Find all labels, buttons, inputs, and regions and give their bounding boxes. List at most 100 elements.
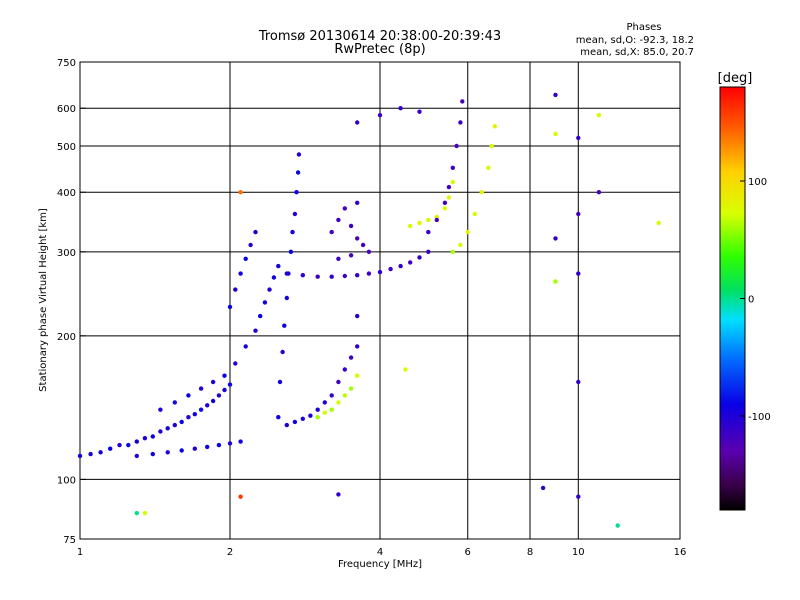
y-tick-label: 600 — [57, 104, 76, 115]
data-point — [222, 373, 227, 378]
data-point — [489, 143, 494, 149]
data-point — [248, 242, 253, 248]
x-tick-label: 1 — [77, 547, 83, 558]
data-point — [553, 279, 558, 284]
data-point — [329, 393, 334, 398]
x-tick-label: 8 — [527, 547, 533, 558]
data-point — [460, 99, 465, 104]
data-point — [77, 453, 83, 459]
data-point — [300, 273, 305, 278]
data-point — [336, 492, 341, 497]
data-point — [576, 494, 581, 499]
data-point — [150, 451, 155, 457]
data-point — [165, 450, 170, 455]
data-point — [615, 523, 620, 528]
data-point — [126, 442, 131, 448]
data-point — [134, 453, 139, 459]
data-point — [315, 407, 320, 412]
data-point — [243, 256, 248, 261]
data-point — [408, 260, 413, 265]
data-point — [398, 263, 403, 269]
data-point — [450, 165, 455, 170]
data-point — [355, 313, 360, 319]
data-point — [142, 510, 148, 516]
x-axis: 1 2 4 6 8 10 16 — [77, 547, 687, 558]
data-point — [198, 407, 204, 412]
x-tick-label: 10 — [572, 547, 585, 558]
data-point — [426, 249, 431, 254]
stats-heading: Phases — [626, 22, 661, 33]
data-point — [308, 413, 313, 418]
data-point — [186, 415, 191, 420]
data-point — [210, 398, 216, 404]
data-point — [454, 143, 459, 149]
data-point — [336, 217, 341, 223]
data-point — [355, 200, 360, 205]
y-tick-label: 400 — [57, 188, 76, 199]
y-tick-label: 300 — [57, 248, 76, 259]
data-point — [280, 349, 285, 355]
data-point — [417, 109, 422, 114]
data-point — [134, 510, 139, 516]
data-point — [284, 295, 289, 301]
data-point — [158, 429, 163, 434]
data-point — [288, 249, 294, 254]
data-point — [271, 275, 277, 280]
data-point — [442, 206, 448, 211]
data-point — [492, 124, 497, 129]
data-point — [276, 415, 281, 420]
chart-title: Tromsø 20130614 20:38:00-20:39:43 — [258, 29, 501, 44]
data-point — [355, 344, 360, 349]
data-point — [434, 217, 439, 223]
data-point — [450, 179, 455, 185]
data-point — [576, 271, 581, 276]
data-point — [596, 113, 602, 118]
data-point — [336, 400, 341, 405]
data-point — [403, 367, 408, 372]
data-point — [656, 220, 661, 226]
data-point — [366, 249, 372, 254]
data-point — [227, 441, 233, 446]
data-point — [486, 165, 491, 170]
data-point — [233, 287, 238, 292]
data-point — [294, 190, 299, 195]
data-point — [388, 266, 393, 272]
data-point — [446, 195, 452, 200]
data-point — [238, 494, 243, 499]
data-point — [417, 255, 422, 260]
data-point — [329, 229, 334, 235]
data-point — [179, 419, 184, 425]
data-point — [553, 92, 558, 98]
data-point — [465, 229, 470, 235]
data-point — [238, 190, 243, 195]
data-point — [222, 387, 227, 393]
data-point — [442, 200, 448, 205]
data-point — [348, 386, 354, 391]
y-axis: 75 100 200 300 400 500 600 750 — [57, 58, 86, 546]
data-point — [342, 206, 347, 211]
data-point — [186, 393, 191, 398]
data-point — [253, 328, 258, 333]
data-point — [205, 444, 210, 450]
data-point — [238, 439, 243, 444]
data-point — [227, 382, 233, 387]
x-axis-label: Frequency [MHz] — [338, 559, 422, 570]
data-point — [216, 442, 222, 448]
y-tick-label: 75 — [63, 535, 76, 546]
data-point — [329, 274, 334, 279]
data-point — [355, 273, 360, 278]
y-tick-label: 500 — [57, 142, 76, 153]
data-point — [398, 106, 403, 111]
data-point — [117, 442, 122, 448]
data-point — [192, 412, 197, 417]
data-point — [576, 379, 581, 385]
stats-line-x: mean, sd,X: 85.0, 20.7 — [580, 47, 694, 58]
data-point — [238, 271, 243, 276]
data-point — [377, 269, 383, 275]
y-tick-label: 100 — [57, 475, 76, 486]
data-point — [360, 242, 366, 248]
data-point — [290, 229, 295, 235]
stats-line-o: mean, sd,O: -92.3, 18.2 — [576, 35, 694, 46]
data-point — [348, 355, 354, 360]
x-tick-label: 4 — [377, 547, 383, 558]
